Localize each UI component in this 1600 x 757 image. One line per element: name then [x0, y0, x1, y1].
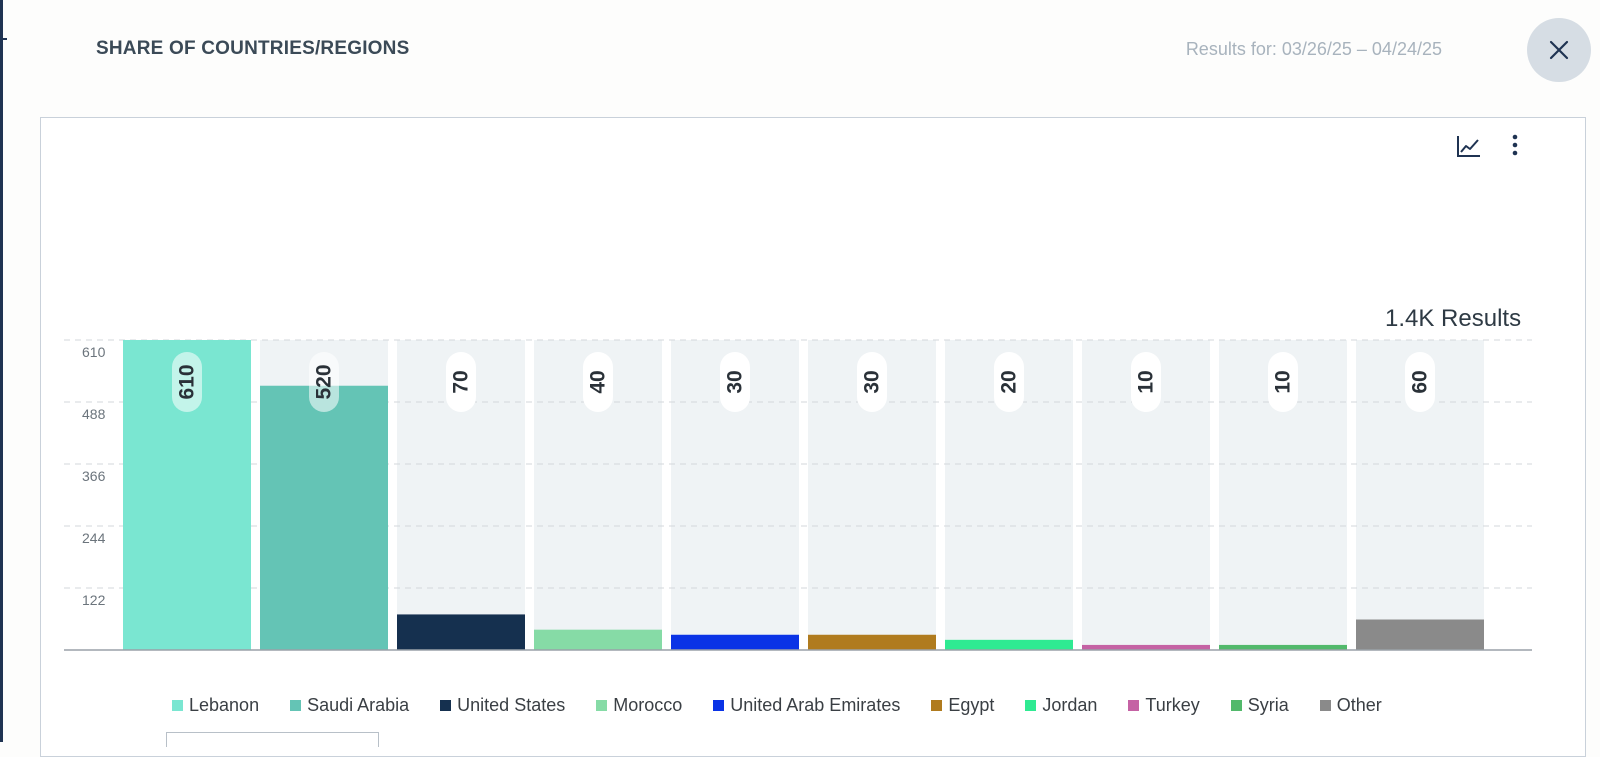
- y-tick-label: 488: [82, 406, 106, 422]
- legend-swatch: [172, 699, 183, 711]
- legend-swatch: [1025, 699, 1037, 711]
- legend-swatch: [440, 699, 452, 711]
- legend-item-jordan[interactable]: Jordan: [1025, 695, 1097, 716]
- value-label: 60: [1409, 370, 1432, 393]
- modal-title: SHARE OF COUNTRIES/REGIONS: [96, 38, 410, 59]
- value-label-pill: [446, 352, 476, 412]
- bar-saudi-arabia[interactable]: [260, 385, 388, 650]
- legend-label: Lebanon: [189, 694, 260, 715]
- legend-item-united-states[interactable]: United States: [440, 695, 565, 716]
- legend-swatch: [596, 699, 608, 711]
- value-label: 520: [313, 364, 336, 399]
- more-vertical-icon[interactable]: [1509, 133, 1521, 159]
- value-label-pill: [583, 352, 613, 412]
- value-label-pill: [857, 352, 887, 412]
- bar-jordan[interactable]: [945, 639, 1073, 650]
- results-total: 1.4K Results: [1385, 305, 1522, 332]
- close-icon: [1549, 40, 1569, 60]
- close-button[interactable]: [1527, 18, 1591, 82]
- bar-turkey[interactable]: [1082, 644, 1210, 650]
- value-label-pill: [172, 352, 202, 412]
- value-label-pill: [1405, 352, 1435, 412]
- bar-morocco[interactable]: [534, 629, 662, 650]
- legend-item-lebanon[interactable]: Lebanon: [172, 695, 259, 716]
- value-label-pill: [309, 352, 339, 412]
- legend-label: Egypt: [948, 694, 995, 715]
- bar-united-arab-emirates[interactable]: [671, 634, 799, 650]
- legend-label: Other: [1336, 694, 1382, 715]
- value-label: 40: [587, 370, 610, 393]
- legend-item-other[interactable]: Other: [1319, 694, 1382, 716]
- legend-item-syria[interactable]: Syria: [1230, 694, 1289, 716]
- value-label: 30: [724, 370, 747, 393]
- legend-label: Turkey: [1145, 694, 1200, 715]
- y-tick-label: 244: [82, 530, 106, 546]
- legend-item-saudi-arabia[interactable]: Saudi Arabia: [290, 695, 409, 716]
- y-tick-label: 366: [82, 468, 106, 484]
- bottom-dropdown-box[interactable]: [166, 732, 379, 747]
- value-label: 20: [998, 370, 1021, 393]
- legend-item-morocco[interactable]: Morocco: [596, 695, 682, 716]
- chart-legend: Lebanon Saudi Arabia United States Morocco U…: [172, 694, 1413, 716]
- legend-label: Jordan: [1042, 694, 1098, 715]
- value-label: 30: [861, 370, 884, 393]
- legend-swatch: [1128, 699, 1140, 711]
- line-chart-icon[interactable]: [1456, 134, 1482, 158]
- left-edge-border: [0, 0, 3, 742]
- legend-swatch: [713, 699, 725, 711]
- legend-label: United States: [457, 694, 566, 715]
- legend-swatch: [931, 699, 943, 711]
- legend-label: United Arab Emirates: [730, 694, 901, 715]
- bar-syria[interactable]: [1219, 644, 1347, 650]
- left-edge-notch: [3, 38, 7, 40]
- value-label-pill: [994, 352, 1024, 412]
- legend-swatch: [290, 699, 302, 711]
- value-label: 10: [1272, 370, 1295, 393]
- bar-egypt[interactable]: [808, 634, 936, 650]
- value-label-pill: [1131, 352, 1161, 412]
- value-label: 10: [1135, 370, 1158, 393]
- legend-label: Saudi Arabia: [307, 694, 410, 715]
- value-label-pill: [1268, 352, 1298, 412]
- date-range-text: Results for: 03/26/25 – 04/24/25: [1185, 39, 1442, 59]
- legend-swatch: [1230, 699, 1242, 711]
- legend-item-turkey[interactable]: Turkey: [1128, 694, 1200, 716]
- value-label: 70: [450, 370, 473, 393]
- legend-item-united-arab-emirates[interactable]: United Arab Emirates: [713, 695, 900, 716]
- value-label-pill: [720, 352, 750, 412]
- y-tick-label: 122: [82, 592, 106, 608]
- value-label: 610: [176, 364, 199, 399]
- y-tick-label: 610: [82, 344, 106, 360]
- legend-label: Morocco: [613, 694, 683, 715]
- bar-other[interactable]: [1356, 619, 1484, 650]
- bar-united-states[interactable]: [397, 614, 525, 650]
- legend-swatch: [1319, 699, 1331, 711]
- legend-label: Syria: [1247, 694, 1289, 715]
- legend-item-egypt[interactable]: Egypt: [931, 695, 994, 716]
